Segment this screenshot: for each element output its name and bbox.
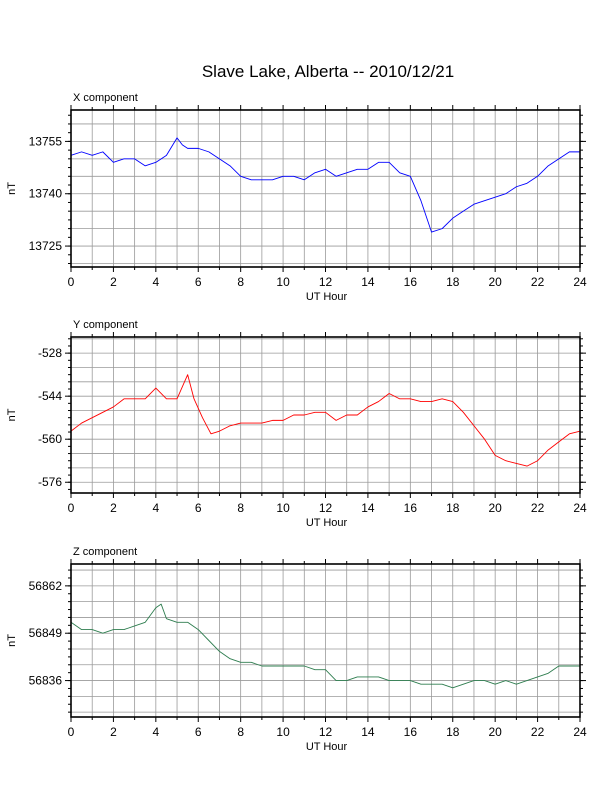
x-tick-label: 14 [361, 501, 375, 515]
panel-label: X component [73, 92, 138, 104]
y-tick-label: 56862 [29, 579, 63, 593]
x-tick-label: 12 [319, 501, 333, 515]
x-tick-label: 14 [361, 725, 375, 739]
x-tick-label: 22 [531, 501, 545, 515]
x-tick-label: 2 [110, 725, 117, 739]
y-axis-label: nT [6, 182, 18, 195]
x-tick-label: 10 [276, 275, 290, 289]
y-axis-label: nT [6, 408, 18, 421]
x-tick-label: 16 [404, 725, 418, 739]
x-tick-label: 0 [68, 501, 75, 515]
y-tick-label: -544 [38, 389, 62, 403]
y-tick-label: -560 [38, 432, 62, 446]
x-axis-label: UT Hour [306, 517, 348, 529]
x-axis-label: UT Hour [306, 291, 348, 303]
data-series-line [70, 374, 581, 467]
x-tick-label: 10 [276, 501, 290, 515]
x-tick-label: 12 [319, 725, 333, 739]
x-tick-label: 20 [488, 275, 502, 289]
x-tick-label: 6 [195, 275, 202, 289]
data-series-line [70, 603, 580, 689]
y-tick-label: -576 [38, 475, 62, 489]
x-tick-label: 8 [237, 725, 244, 739]
x-tick-label: 22 [531, 725, 545, 739]
x-tick-label: 24 [573, 501, 587, 515]
x-tick-label: 18 [446, 501, 460, 515]
x-tick-label: 8 [237, 501, 244, 515]
x-tick-label: 4 [152, 501, 159, 515]
x-tick-label: 10 [276, 725, 290, 739]
x-tick-label: 24 [573, 275, 587, 289]
x-tick-label: 4 [152, 275, 159, 289]
x-tick-label: 2 [110, 275, 117, 289]
x-tick-label: 6 [195, 725, 202, 739]
x-tick-label: 18 [446, 725, 460, 739]
y-tick-label: 13725 [29, 239, 63, 253]
x-tick-label: 0 [68, 275, 75, 289]
x-tick-label: 16 [404, 501, 418, 515]
x-tick-label: 20 [488, 725, 502, 739]
x-tick-label: 4 [152, 725, 159, 739]
x-tick-label: 8 [237, 275, 244, 289]
x-tick-label: 22 [531, 275, 545, 289]
y-tick-label: 13740 [29, 187, 63, 201]
x-tick-label: 18 [446, 275, 460, 289]
x-tick-label: 24 [573, 725, 587, 739]
figure-title: Slave Lake, Alberta -- 2010/12/21 [202, 62, 454, 81]
y-axis-label: nT [6, 634, 18, 647]
x-tick-label: 6 [195, 501, 202, 515]
x-tick-label: 12 [319, 275, 333, 289]
x-tick-label: 0 [68, 725, 75, 739]
y-tick-label: -528 [38, 346, 62, 360]
panel-label: Y component [73, 319, 138, 331]
x-tick-label: 14 [361, 275, 375, 289]
y-tick-label: 56849 [29, 626, 63, 640]
panel-label: Z component [73, 546, 137, 558]
y-tick-label: 56836 [29, 674, 63, 688]
x-axis-label: UT Hour [306, 741, 348, 753]
x-tick-label: 20 [488, 501, 502, 515]
data-series-line [70, 137, 580, 233]
y-tick-label: 13755 [29, 134, 63, 148]
x-tick-label: 16 [404, 275, 418, 289]
x-tick-label: 2 [110, 501, 117, 515]
